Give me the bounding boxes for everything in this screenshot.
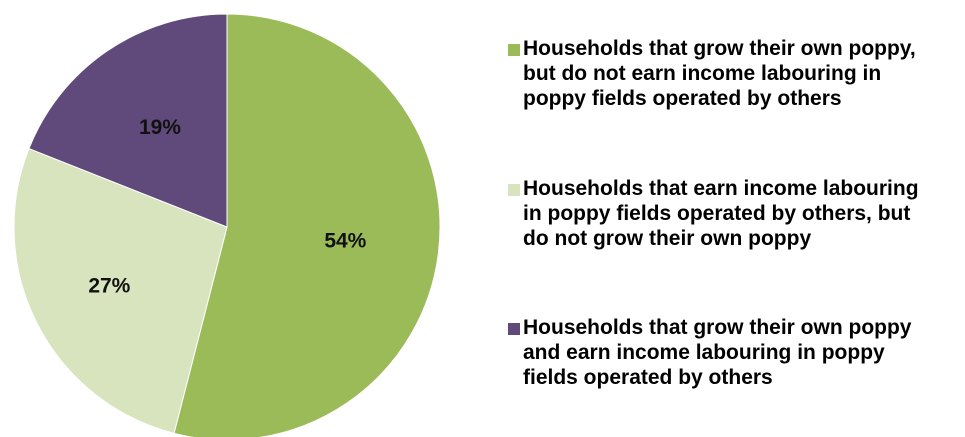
legend-swatch (508, 184, 520, 196)
legend-label: Households that grow their own poppy, bu… (523, 36, 963, 111)
legend-label-line: Households that grow their own poppy, (523, 37, 916, 60)
legend-label-line: Households that grow their own poppy (523, 316, 912, 339)
data-label-labour-only: 27% (88, 275, 130, 298)
legend-label-line: fields operated by others (523, 366, 773, 389)
legend-label-line: and earn income labouring in poppy (523, 341, 885, 364)
legend-label-line: poppy fields operated by others (523, 87, 842, 110)
legend-label-line: in poppy fields operated by others, but (523, 202, 911, 225)
pie-slice-labour-only (13, 147, 228, 434)
data-label-grow-and-labour: 19% (139, 116, 181, 139)
legend-swatch (508, 44, 520, 56)
legend-label: Households that grow their own poppy and… (523, 315, 963, 390)
legend-swatch (508, 323, 520, 335)
pie-data-labels: 54% 27% 19% (88, 116, 366, 298)
data-label-grow-only: 54% (324, 229, 366, 252)
pie-slice-grow-and-labour (28, 13, 228, 228)
pie-slice-grow-only (173, 13, 441, 437)
legend-label-line: but do not earn income labouring in (523, 62, 882, 85)
legend-label: Households that earn income labouring in… (523, 176, 963, 251)
legend-label-line: do not grow their own poppy (523, 227, 812, 250)
pie-slices (13, 13, 441, 437)
legend-label-line: Households that earn income labouring (523, 177, 919, 200)
pie-plot-area: 54% 27% 19% (13, 13, 441, 437)
